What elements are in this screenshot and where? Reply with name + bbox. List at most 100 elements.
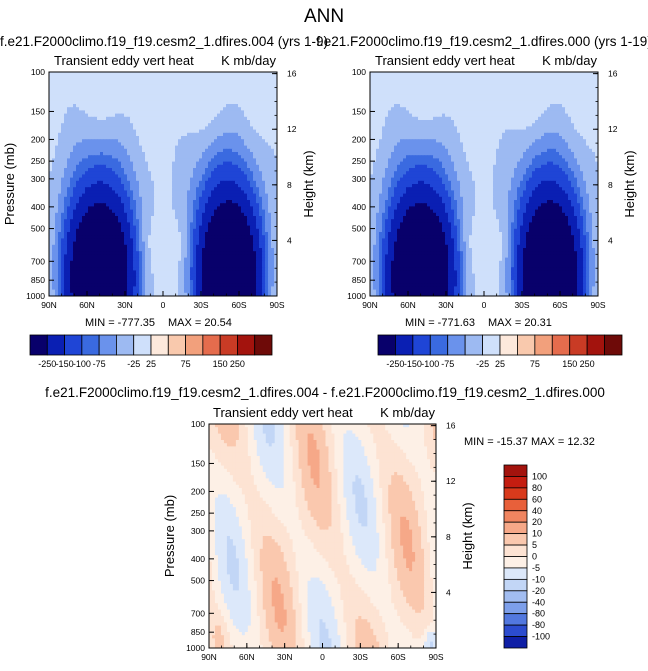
heatmap-cell (103, 132, 107, 137)
heatmap-cell (229, 190, 233, 194)
heatmap-cell (142, 110, 146, 114)
heatmap-cell (118, 209, 122, 214)
heatmap-cell (148, 273, 152, 278)
heatmap-cell (166, 225, 170, 230)
heatmap-cell (181, 203, 185, 207)
heatmap-cell (100, 203, 104, 207)
heatmap-cell (151, 187, 155, 191)
heatmap-cell (148, 171, 152, 175)
heatmap-cell (139, 171, 143, 175)
heatmap-cell (238, 120, 242, 124)
heatmap-cell (274, 104, 278, 108)
heatmap-cell (247, 126, 251, 130)
heatmap-cell (58, 203, 62, 207)
heatmap-cell (223, 238, 227, 242)
heatmap-cell (175, 104, 179, 108)
heatmap-cell (187, 206, 191, 210)
heatmap-cell (259, 232, 263, 236)
heatmap-cell (262, 254, 266, 258)
heatmap-cell (268, 107, 272, 111)
heatmap-cell (271, 216, 275, 220)
heatmap-cell (187, 248, 191, 252)
heatmap-cell (70, 180, 74, 185)
heatmap-cell (178, 209, 182, 214)
heatmap-cell (169, 273, 173, 278)
heatmap-cell (253, 110, 257, 114)
heatmap-cell (214, 174, 218, 178)
heatmap-cell (181, 78, 185, 82)
heatmap-cell (64, 225, 68, 230)
heatmap-cell (88, 222, 92, 226)
heatmap-cell (64, 222, 68, 226)
heatmap-cell (274, 152, 278, 156)
heatmap-cell (184, 113, 188, 118)
heatmap-cell (148, 104, 152, 108)
heatmap-cell (181, 100, 185, 105)
heatmap-cell (76, 241, 80, 246)
heatmap-cell (208, 180, 212, 185)
heatmap-cell (250, 78, 254, 82)
heatmap-cell (247, 136, 251, 140)
heatmap-cell (205, 180, 209, 185)
heatmap-cell (223, 177, 227, 182)
heatmap-cell (94, 273, 98, 278)
heatmap-cell (142, 193, 146, 198)
heatmap-cell (223, 171, 227, 175)
heatmap-cell (85, 241, 89, 246)
heatmap-cell (211, 113, 215, 118)
heatmap-cell (127, 155, 131, 159)
heatmap-cell (118, 129, 122, 134)
heatmap-cell (175, 91, 179, 95)
heatmap-cell (205, 113, 209, 118)
heatmap-cell (175, 184, 179, 188)
heatmap-cell (124, 203, 128, 207)
heatmap-cell (142, 232, 146, 236)
heatmap-cell (187, 257, 191, 262)
heatmap-cell (52, 161, 56, 166)
heatmap-cell (223, 152, 227, 156)
heatmap-cell (223, 260, 227, 265)
heatmap-cell (154, 206, 158, 210)
heatmap-cell (61, 276, 65, 281)
heatmap-cell (76, 196, 80, 201)
heatmap-cell (145, 168, 149, 172)
heatmap-cell (196, 273, 200, 278)
heatmap-cell (208, 72, 212, 76)
heatmap-cell (115, 196, 119, 201)
heatmap-cell (229, 209, 233, 214)
heatmap-cell (88, 232, 92, 236)
heatmap-cell (250, 129, 254, 134)
heatmap-cell (94, 84, 98, 89)
heatmap-cell (79, 238, 83, 242)
heatmap-cell (121, 100, 125, 105)
heatmap-cell (172, 232, 176, 236)
heatmap-cell (154, 228, 158, 233)
heatmap-cell (127, 136, 131, 140)
heatmap-cell (163, 222, 167, 226)
heatmap-cell (121, 228, 125, 233)
heatmap-cell (148, 200, 152, 204)
heatmap-cell (244, 260, 248, 265)
heatmap-cell (70, 216, 74, 220)
heatmap-cell (148, 193, 152, 198)
heatmap-cell (235, 212, 239, 217)
heatmap-cell (229, 120, 233, 124)
heatmap-cell (82, 94, 86, 98)
heatmap-cell (139, 120, 143, 124)
heatmap-cell (151, 161, 155, 166)
heatmap-cell (55, 171, 59, 175)
heatmap-cell (262, 148, 266, 153)
heatmap-cell (187, 139, 191, 143)
heatmap-cell (175, 264, 179, 268)
heatmap-cell (265, 88, 269, 92)
heatmap-cell (247, 107, 251, 111)
heatmap-cell (100, 155, 104, 159)
heatmap-cell (235, 91, 239, 95)
heatmap-cell (163, 139, 167, 143)
heatmap-cell (145, 152, 149, 156)
heatmap-cell (262, 94, 266, 98)
heatmap-cell (55, 110, 59, 114)
heatmap-cell (160, 248, 164, 252)
heatmap-cell (265, 222, 269, 226)
heatmap-cell (94, 232, 98, 236)
